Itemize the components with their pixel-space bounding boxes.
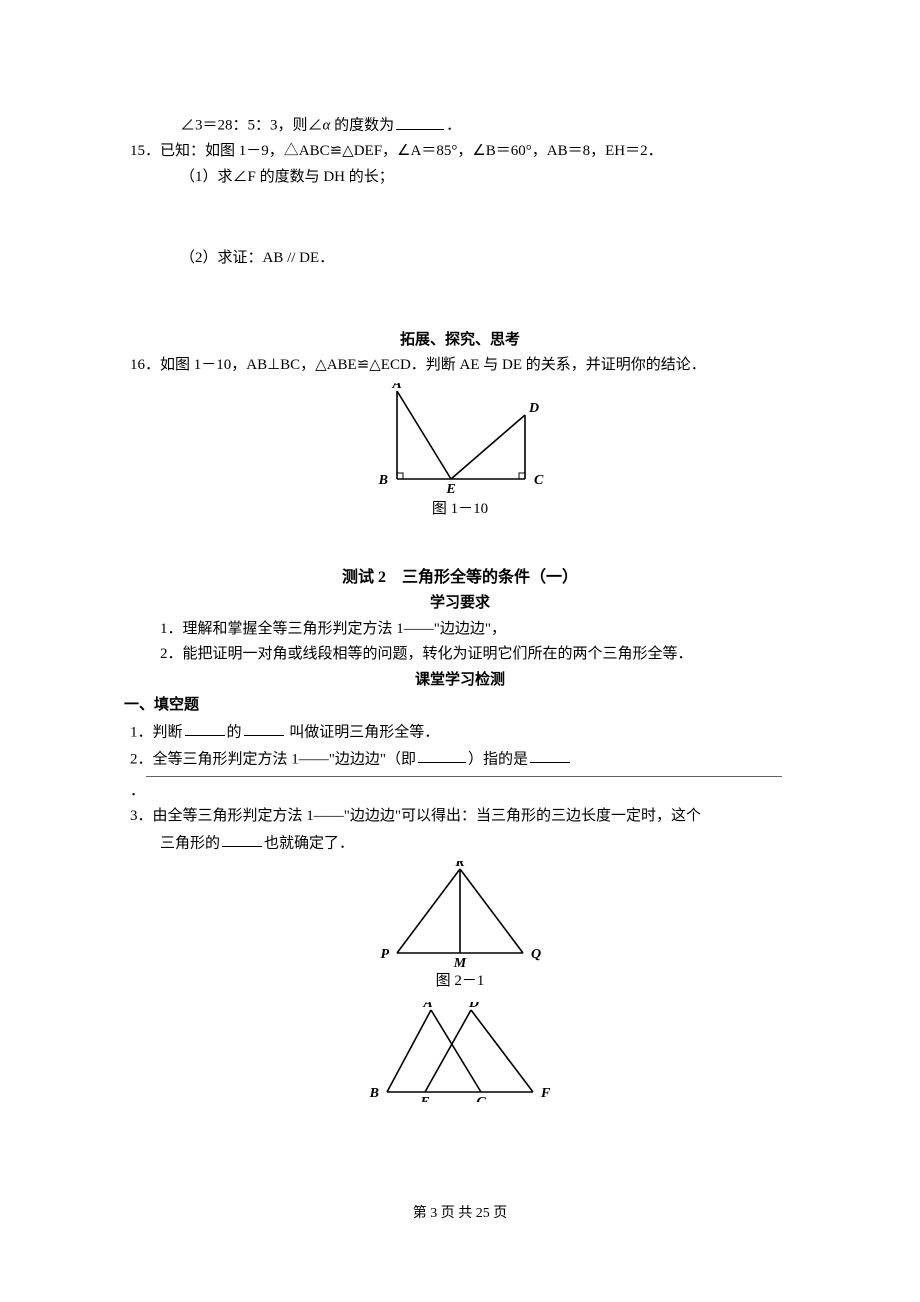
q15-stem: 15．已知：如图 1－9，△ABC≌△DEF，∠A＝85°，∠B＝60°，AB＝…: [130, 139, 790, 165]
figure-1-10-caption: 图 1－10: [130, 497, 790, 523]
q15-part1: （1）求∠F 的度数与 DH 的长；: [130, 165, 790, 191]
svg-text:A: A: [391, 383, 401, 392]
sectionA-title: 一、填空题: [124, 693, 790, 719]
svg-text:E: E: [445, 482, 455, 495]
q3-blank: [222, 830, 262, 848]
test2-title: 测试 2 三角形全等的条件（一）: [130, 564, 790, 591]
q14-text-c: ．: [446, 118, 461, 134]
page-footer: 第 3 页 共 25 页: [0, 1202, 920, 1226]
q1-b: 的: [227, 724, 242, 740]
footer-total: 25: [476, 1206, 490, 1221]
test2-sub1: 学习要求: [130, 591, 790, 617]
svg-text:F: F: [540, 1086, 551, 1101]
svg-text:C: C: [476, 1095, 486, 1102]
test2-sub2: 课堂学习检测: [130, 668, 790, 694]
footer-c: 页: [490, 1206, 508, 1221]
svg-text:E: E: [419, 1095, 429, 1102]
q14-text-b: 的度数为: [330, 118, 394, 134]
svg-text:R: R: [454, 861, 464, 870]
svg-text:M: M: [453, 956, 467, 967]
svg-text:B: B: [378, 473, 388, 488]
svg-text:B: B: [369, 1086, 379, 1101]
figure-1-10: A B E C D: [365, 383, 555, 495]
q15-part2: （2）求证：AB // DE．: [130, 246, 790, 272]
q3-stem-b-pre: 三角形的: [160, 835, 220, 851]
svg-text:Q: Q: [531, 947, 541, 962]
svg-text:D: D: [528, 401, 539, 416]
footer-b: 页 共: [437, 1206, 476, 1221]
figure-2-1: R P Q M: [375, 861, 545, 967]
q1-a: 1．判断: [130, 724, 183, 740]
q2-tail-dot: ．: [130, 779, 790, 805]
q1-blank2: [244, 719, 284, 737]
q14-blank: [396, 112, 444, 130]
q14-text-a: ∠3＝28：5：3，则∠: [180, 118, 323, 134]
test2-req1: 1．理解和掌握全等三角形判定方法 1——"边边边"，: [130, 617, 790, 643]
q2-blank1: [418, 746, 466, 764]
footer-a: 第: [413, 1206, 431, 1221]
q1-blank1: [185, 719, 225, 737]
svg-text:C: C: [534, 473, 544, 488]
svg-text:D: D: [468, 1002, 479, 1011]
extend-heading: 拓展、探究、思考: [130, 328, 790, 354]
svg-text:P: P: [380, 947, 389, 962]
q16-stem: 16．如图 1－10，AB⊥BC，△ABE≌△ECD．判断 AE 与 DE 的关…: [130, 353, 790, 379]
q3-stem-b-post: 也就确定了．: [264, 835, 354, 851]
figure-2-1-caption: 图 2－1: [130, 969, 790, 995]
q2-b: ）指的是: [468, 751, 528, 767]
figure-2-2: A D B E C F: [365, 1002, 555, 1102]
svg-text:A: A: [422, 1002, 432, 1011]
test2-req2: 2．能把证明一对角或线段相等的问题，转化为证明它们所在的两个三角形全等．: [130, 642, 790, 668]
q3-stem-a: 3．由全等三角形判定方法 1——"边边边"可以得出：当三角形的三边长度一定时，这…: [130, 808, 701, 824]
q2-long-blank-line: [146, 775, 782, 777]
q1-c: 叫做证明三角形全等．: [286, 724, 440, 740]
q2-a: 2．全等三角形判定方法 1——"边边边"（即: [130, 751, 416, 767]
q2-blank2: [530, 746, 570, 764]
